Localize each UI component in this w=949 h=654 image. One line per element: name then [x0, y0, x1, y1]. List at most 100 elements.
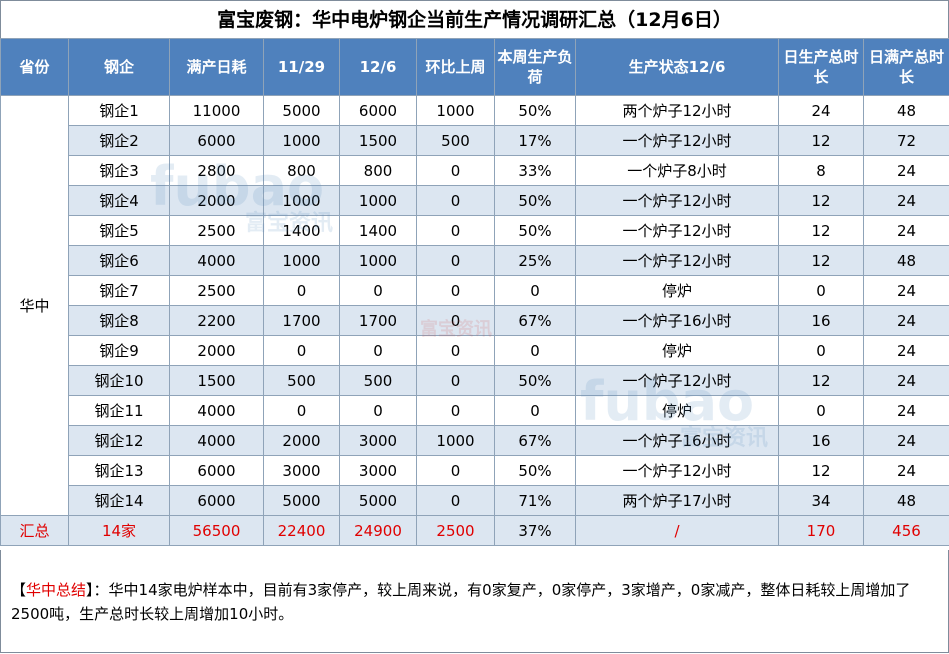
production-status-cell: 两个炉子12小时 [575, 95, 779, 126]
production-status-cell: 一个炉子12小时 [575, 245, 779, 276]
summary-body: ：华中14家电炉样本中，目前有3家停产，较上周来说，有0家复产，0家停产，3家增… [11, 581, 911, 623]
table-row: 华中 钢企1 11000 5000 6000 1000 50% 两个炉子12小时 24 48 [0, 95, 949, 516]
production-status-cell: 停炉 [575, 335, 779, 366]
total-row: 汇总 14家 56500 22400 24900 2500 37%/170 456 [0, 515, 949, 546]
total-full-consumption-cell: 56500 [169, 515, 264, 546]
load-rate-cell: 50% [494, 365, 576, 396]
daily-hours-cell: 24 [778, 95, 864, 126]
week-change-cell: 0 [416, 155, 495, 186]
production-status-cell: 一个炉子12小时 [575, 185, 779, 216]
full-daily-consumption-cell: 2200 [169, 305, 264, 336]
company-cell: 钢企5 [68, 215, 170, 246]
week-change-cell: 0 [416, 275, 495, 306]
production-status-cell: 两个炉子17小时 [575, 485, 779, 516]
full-hours-cell: 24 [863, 275, 949, 306]
value-1129-cell: 5000 [263, 485, 340, 516]
total-daily-hours-cell: 170 [778, 515, 864, 546]
table-row: 钢企5 2500 1400 1400 0 50% 一个炉子12小时 12 24 [1, 215, 949, 246]
company-cell: 钢企6 [68, 245, 170, 276]
header-week-change: 环比上周 [416, 38, 495, 96]
full-daily-consumption-cell: 2500 [169, 275, 264, 306]
production-status-cell: 一个炉子16小时 [575, 425, 779, 456]
table-row: 钢企6 4000 1000 1000 0 25% 一个炉子12小时 12 48 [1, 245, 949, 276]
production-status-cell: 停炉 [575, 275, 779, 306]
value-126-cell: 1000 [339, 245, 417, 276]
full-hours-cell: 24 [863, 455, 949, 486]
company-cell: 钢企3 [68, 155, 170, 186]
full-daily-consumption-cell: 11000 [169, 95, 264, 126]
value-1129-cell: 0 [263, 275, 340, 306]
week-change-cell: 1000 [416, 425, 495, 456]
full-hours-cell: 48 [863, 485, 949, 516]
header-load-rate: 本周生产负荷 [494, 38, 576, 96]
value-126-cell: 0 [339, 395, 417, 426]
week-change-cell: 0 [416, 485, 495, 516]
full-daily-consumption-cell: 2800 [169, 155, 264, 186]
full-daily-consumption-cell: 6000 [169, 485, 264, 516]
value-126-cell: 0 [339, 335, 417, 366]
table-row: 钢企4 2000 1000 1000 0 50% 一个炉子12小时 12 24 [1, 185, 949, 216]
full-daily-consumption-cell: 2000 [169, 335, 264, 366]
table-row: 钢企11 4000 0 0 0 0 停炉 0 24 [1, 395, 949, 426]
load-rate-cell: 71% [494, 485, 576, 516]
full-hours-cell: 72 [863, 125, 949, 156]
production-status-cell: 一个炉子12小时 [575, 365, 779, 396]
full-hours-cell: 24 [863, 155, 949, 186]
total-week-change-cell: 2500 [416, 515, 495, 546]
value-126-cell: 0 [339, 275, 417, 306]
header-company: 钢企 [68, 38, 170, 96]
load-rate-cell: 67% [494, 425, 576, 456]
daily-hours-cell: 34 [778, 485, 864, 516]
full-daily-consumption-cell: 4000 [169, 425, 264, 456]
company-cell: 钢企13 [68, 455, 170, 486]
total-count-cell: 14家 [68, 515, 170, 546]
load-rate-cell: 50% [494, 215, 576, 246]
total-full-hours-cell: 456 [863, 515, 949, 546]
value-1129-cell: 1000 [263, 185, 340, 216]
summary-box: 【华中总结】：华中14家电炉样本中，目前有3家停产，较上周来说，有0家复产，0家… [0, 550, 949, 653]
company-cell: 钢企7 [68, 275, 170, 306]
value-1129-cell: 1700 [263, 305, 340, 336]
week-change-cell: 0 [416, 335, 495, 366]
load-rate-cell: 25% [494, 245, 576, 276]
production-status-cell: 一个炉子8小时 [575, 155, 779, 186]
value-126-cell: 3000 [339, 455, 417, 486]
total-126-cell: 24900 [339, 515, 417, 546]
total-status-cell: / [575, 515, 779, 546]
table-header-row: 省份 钢企 满产日耗 11/29 12/6 环比上周 本周生产负荷 生产状态12… [0, 38, 949, 96]
load-rate-cell: 17% [494, 125, 576, 156]
load-rate-cell: 0 [494, 395, 576, 426]
full-daily-consumption-cell: 4000 [169, 395, 264, 426]
full-daily-consumption-cell: 6000 [169, 125, 264, 156]
header-full-daily-consumption: 满产日耗 [169, 38, 264, 96]
value-126-cell: 1700 [339, 305, 417, 336]
header-date-1129: 11/29 [263, 38, 340, 96]
table-row: 钢企10 1500 500 500 0 50% 一个炉子12小时 12 24 [1, 365, 949, 396]
week-change-cell: 0 [416, 215, 495, 246]
load-rate-cell: 0 [494, 335, 576, 366]
header-date-126: 12/6 [339, 38, 417, 96]
daily-hours-cell: 0 [778, 395, 864, 426]
value-126-cell: 6000 [339, 95, 417, 126]
value-1129-cell: 0 [263, 335, 340, 366]
week-change-cell: 0 [416, 395, 495, 426]
production-status-cell: 一个炉子12小时 [575, 215, 779, 246]
summary-text: 【华中总结】：华中14家电炉样本中，目前有3家停产，较上周来说，有0家复产，0家… [11, 581, 911, 623]
full-hours-cell: 24 [863, 215, 949, 246]
full-hours-cell: 48 [863, 95, 949, 126]
summary-label: 华中总结 [26, 581, 87, 599]
header-province: 省份 [0, 38, 69, 96]
company-cell: 钢企9 [68, 335, 170, 366]
table-row: 钢企8 2200 1700 1700 0 67% 一个炉子16小时 16 24 [1, 305, 949, 336]
daily-hours-cell: 0 [778, 335, 864, 366]
company-cell: 钢企2 [68, 125, 170, 156]
production-status-cell: 停炉 [575, 395, 779, 426]
total-label-cell: 汇总 [0, 515, 69, 546]
load-rate-cell: 0 [494, 275, 576, 306]
daily-hours-cell: 16 [778, 425, 864, 456]
value-1129-cell: 5000 [263, 95, 340, 126]
daily-hours-cell: 8 [778, 155, 864, 186]
full-hours-cell: 24 [863, 365, 949, 396]
full-hours-cell: 24 [863, 425, 949, 456]
